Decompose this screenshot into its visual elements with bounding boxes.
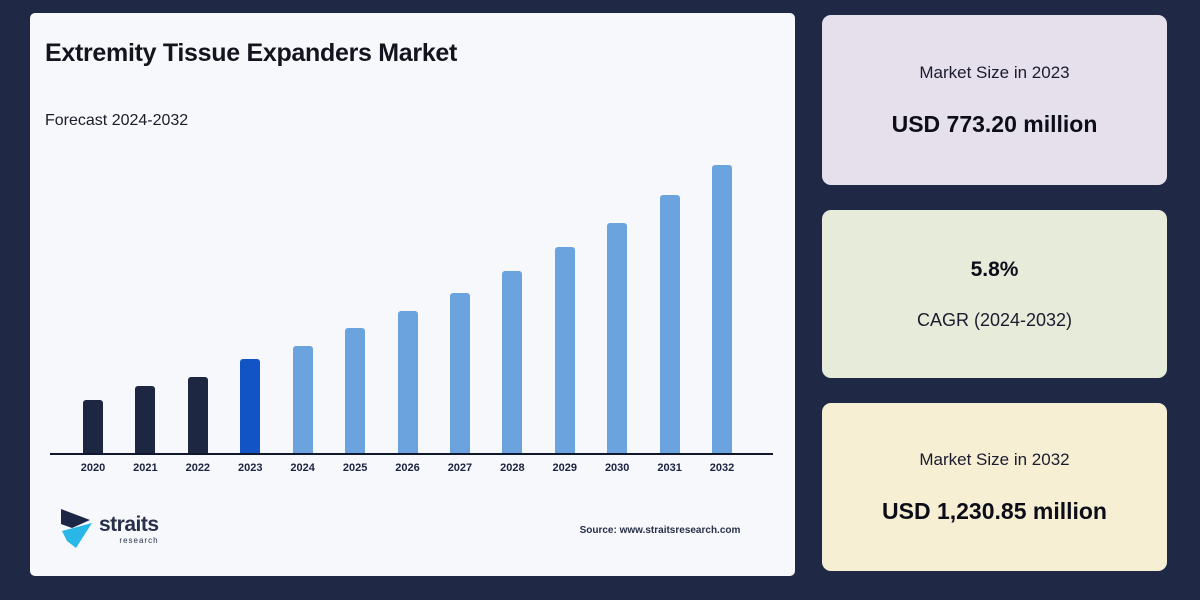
bar-2020 <box>83 400 103 453</box>
x-tick-2027: 2027 <box>447 462 473 474</box>
cagr-value: 5.8% <box>970 257 1019 281</box>
x-tick-2032: 2032 <box>709 462 735 474</box>
bar-2030 <box>607 223 628 453</box>
info-cards-column: Market Size in 2023 USD 773.20 million 5… <box>822 0 1167 600</box>
bar-2024 <box>292 346 313 453</box>
x-tick-2029: 2029 <box>552 462 577 474</box>
market-size-2032-label: Market Size in 2032 <box>919 449 1070 469</box>
x-tick-2028: 2028 <box>500 462 525 474</box>
straits-logo-icon <box>61 509 92 548</box>
market-size-2023-value: USD 773.20 million <box>891 110 1098 137</box>
bar-2029 <box>554 247 575 453</box>
bar-2023 <box>240 359 261 453</box>
bar-2021 <box>135 386 156 453</box>
straits-logo-text: straits research <box>99 514 159 545</box>
bar-chart: 2020 2021 2022 2023 2024 2025 2026 2027 2028 2029… <box>50 153 773 474</box>
logo-name: straits <box>99 512 159 536</box>
cagr-card: 5.8% CAGR (2024-2032) <box>822 210 1167 378</box>
straits-research-logo: straits research <box>60 508 159 550</box>
x-tick-2030: 2030 <box>604 462 630 474</box>
market-size-2032-value: USD 1,230.85 million <box>882 497 1107 524</box>
cagr-label: CAGR (2024-2032) <box>916 309 1073 330</box>
market-size-2023-label: Market Size in 2023 <box>919 62 1070 82</box>
x-tick-2031: 2031 <box>657 462 682 474</box>
bar-2031 <box>659 195 680 453</box>
chart-panel: Extremity Tissue Expanders Market Foreca… <box>30 13 795 576</box>
x-tick-2020: 2020 <box>80 462 106 474</box>
x-tick-2024: 2024 <box>290 462 315 474</box>
x-tick-2022: 2022 <box>185 462 211 474</box>
chart-title: Extremity Tissue Expanders Market <box>45 39 458 67</box>
chart-subtitle: Forecast 2024-2032 <box>45 112 189 129</box>
bar-2025 <box>345 328 366 453</box>
x-tick-2026: 2026 <box>395 462 420 474</box>
bar-2022 <box>187 377 208 453</box>
x-tick-2025: 2025 <box>342 462 368 474</box>
bar-2028 <box>502 271 523 453</box>
source-text: Source: www.straitsresearch.com <box>579 525 741 536</box>
bar-2032 <box>712 165 733 453</box>
bar-2026 <box>397 311 418 453</box>
market-size-2032-card: Market Size in 2032 USD 1,230.85 million <box>822 403 1167 571</box>
bar-2027 <box>449 293 470 453</box>
x-tick-2021: 2021 <box>133 462 158 474</box>
logo-subtext: research <box>119 535 159 545</box>
market-size-2023-card: Market Size in 2023 USD 773.20 million <box>822 15 1167 185</box>
x-tick-2023: 2023 <box>238 462 263 474</box>
